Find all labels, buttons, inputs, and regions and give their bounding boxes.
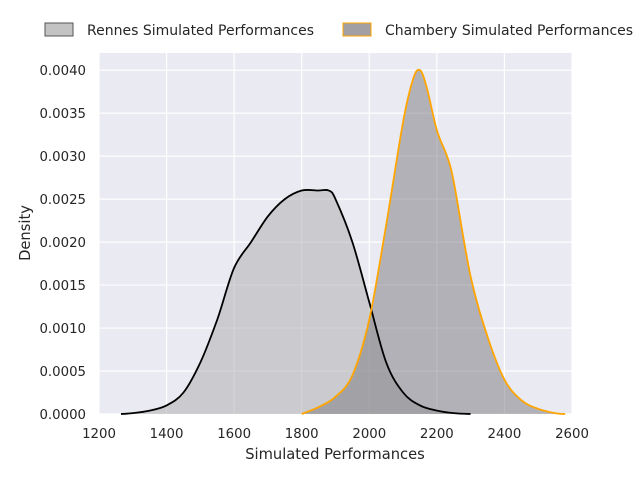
y-tick-label: 0.0040 bbox=[39, 64, 86, 79]
legend-label-rennes: Rennes Simulated Performances bbox=[87, 23, 314, 39]
legend-swatch-chambery bbox=[342, 22, 372, 37]
x-tick-label: 1400 bbox=[150, 427, 184, 442]
y-tick-label: 0.0015 bbox=[39, 279, 86, 294]
y-tick-label: 0.0025 bbox=[39, 193, 86, 208]
y-tick-label: 0.0005 bbox=[39, 365, 86, 380]
y-tick-labels: 0.0000 0.0005 0.0010 0.0015 0.0020 0.0025 0.00… bbox=[39, 64, 86, 423]
x-tick-label: 1600 bbox=[217, 427, 251, 442]
y-axis-label: Density bbox=[17, 205, 34, 261]
x-tick-label: 2000 bbox=[352, 427, 386, 442]
density-line-chambery bbox=[301, 68, 566, 415]
x-tick-label: 2400 bbox=[488, 427, 522, 442]
x-tick-label: 1200 bbox=[82, 427, 116, 442]
x-tick-label: 1800 bbox=[285, 427, 319, 442]
density-line-rennes bbox=[120, 188, 471, 415]
y-tick-label: 0.0010 bbox=[39, 322, 86, 337]
density-lines bbox=[120, 68, 566, 415]
y-tick-label: 0.0000 bbox=[39, 408, 86, 423]
legend-label-chambery: Chambery Simulated Performances bbox=[385, 23, 633, 39]
legend: Rennes Simulated Performances Chambery S… bbox=[44, 22, 633, 39]
y-tick-label: 0.0035 bbox=[39, 107, 86, 122]
x-tick-label: 2200 bbox=[420, 427, 454, 442]
x-tick-label: 2600 bbox=[555, 427, 589, 442]
x-tick-labels: 1200 1400 1600 1800 2000 2200 2400 2600 bbox=[82, 427, 589, 442]
x-axis-label: Simulated Performances bbox=[245, 446, 425, 463]
y-tick-label: 0.0030 bbox=[39, 150, 86, 165]
y-tick-label: 0.0020 bbox=[39, 236, 86, 251]
legend-swatch-rennes bbox=[44, 22, 74, 37]
